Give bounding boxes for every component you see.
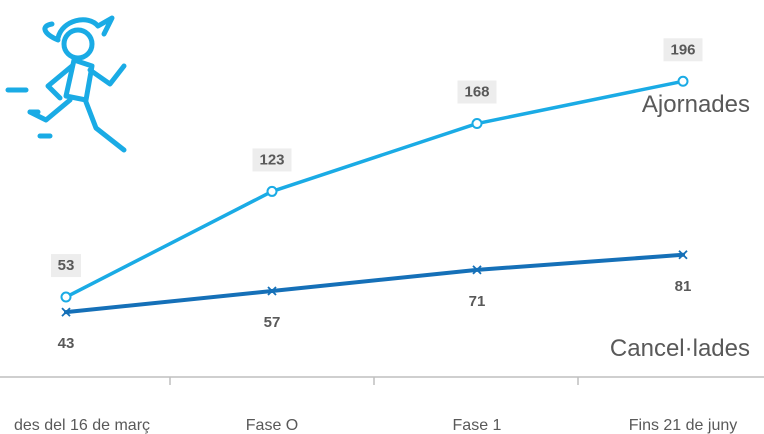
x-tick-labels: des del 16 de març Fase O Fase 1 Fins 21 de… xyxy=(14,417,737,434)
data-label: 71 xyxy=(469,293,486,310)
x-tick-label: Fins 21 de juny xyxy=(629,417,738,434)
data-label-text: 71 xyxy=(469,293,486,310)
series-1: 43 57 71 81 Cancel·lades xyxy=(58,250,750,362)
data-point-marker xyxy=(677,75,689,87)
x-axis xyxy=(0,376,764,385)
data-label-text: 168 xyxy=(464,84,489,101)
data-label-text: 53 xyxy=(58,257,75,274)
data-label-background xyxy=(51,254,81,278)
series-layer: 53 123 168 196 Ajornades 43 57 71 81 Cancel·lades xyxy=(51,38,750,362)
data-label-background xyxy=(663,38,703,62)
data-label-text: 81 xyxy=(675,278,692,295)
data-point-marker xyxy=(267,286,277,296)
data-point-marker xyxy=(471,118,483,130)
data-point-marker xyxy=(61,307,71,317)
x-tick-label: Fase 1 xyxy=(453,417,502,434)
series-line xyxy=(64,252,685,315)
series-name-label: Cancel·lades xyxy=(610,335,750,362)
data-label: 123 xyxy=(252,148,292,172)
series-name-label: Ajornades xyxy=(642,91,750,118)
data-point-marker xyxy=(472,265,482,275)
data-label: 81 xyxy=(675,278,692,295)
data-label-background xyxy=(252,148,292,172)
data-label-text: 123 xyxy=(259,151,284,168)
data-point-marker xyxy=(60,291,72,303)
x-tick-label: Fase O xyxy=(246,417,298,434)
running-person-icon xyxy=(5,15,127,153)
data-label-text: 57 xyxy=(264,314,281,331)
data-point-marker xyxy=(266,185,278,197)
data-label-text: 196 xyxy=(670,41,695,58)
data-label-text: 43 xyxy=(58,335,75,352)
x-tick-label: des del 16 de març xyxy=(14,417,150,434)
series-0: 53 123 168 196 Ajornades xyxy=(51,38,750,303)
series-line xyxy=(64,79,685,299)
data-label: 168 xyxy=(457,80,497,104)
data-label-background xyxy=(457,80,497,104)
data-label: 57 xyxy=(264,314,281,331)
data-point-marker xyxy=(678,250,688,260)
data-label: 53 xyxy=(51,254,81,278)
data-label: 196 xyxy=(663,38,703,62)
data-label: 43 xyxy=(58,335,75,352)
